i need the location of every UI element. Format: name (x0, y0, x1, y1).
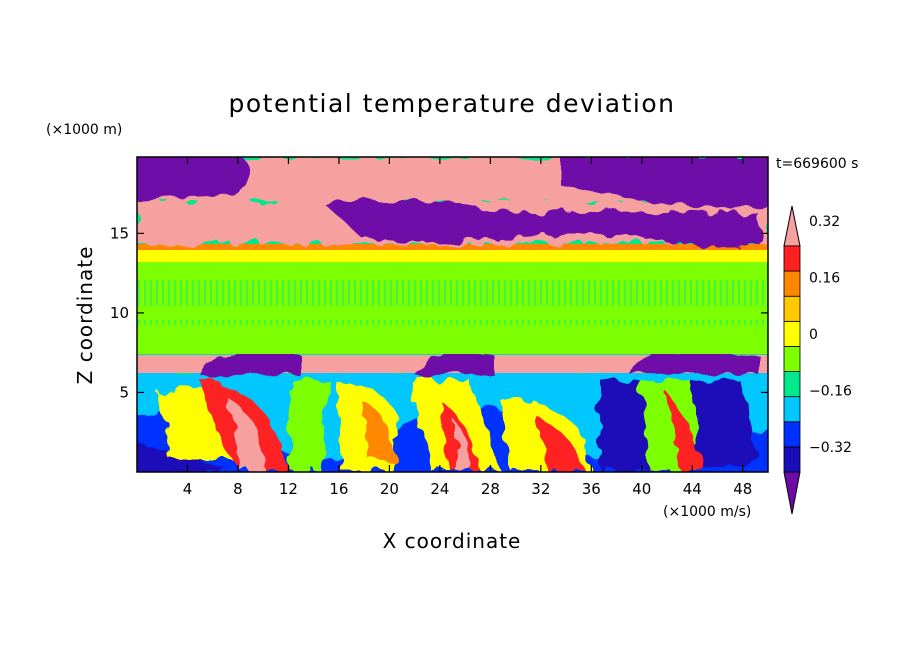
x-tick-label: 48 (733, 480, 752, 498)
x-axis-ticks: 4 8 12 16 20 24 28 32 36 40 44 48 (183, 157, 752, 498)
x-axis-label: X coordinate (383, 529, 522, 553)
colorbar-tick-label: −0.16 (809, 383, 852, 399)
chart-title: potential temperature deviation (229, 89, 676, 118)
colorbar-under-triangle (783, 471, 801, 515)
colorbar-bin (783, 346, 801, 372)
colorbar-tick-label: 0.32 (809, 214, 840, 230)
lower-purple-domes (200, 351, 760, 376)
colorbar: −0.32 −0.16 0 0.16 0.32 (783, 205, 852, 515)
colorbar-bin (783, 446, 801, 473)
x-tick-label: 24 (430, 480, 449, 498)
colorbar-bin (783, 320, 801, 347)
colorbar-over-triangle (783, 205, 801, 247)
y-tick-label: 15 (110, 224, 129, 242)
colorbar-tick-label: −0.32 (809, 440, 852, 456)
y-tick-label: 5 (119, 383, 129, 401)
colorbar-bin (783, 245, 801, 272)
x-tick-label: 4 (183, 480, 193, 498)
colorbar-bin (783, 421, 801, 448)
top-region (137, 157, 768, 207)
x-tick-label: 32 (531, 480, 550, 498)
colorbar-bin (783, 295, 801, 322)
colorbar-tick-label: 0.16 (809, 270, 840, 286)
colorbar-bin (783, 270, 801, 297)
x-tick-label: 36 (582, 480, 601, 498)
y-axis-ticks: 5 10 15 (110, 224, 768, 401)
x-tick-label: 12 (279, 480, 298, 498)
y-axis-label: Z coordinate (73, 246, 97, 385)
plot-frame (136, 156, 769, 473)
x-tick-label: 44 (683, 480, 702, 498)
colorbar-tick-label: 0 (809, 327, 818, 343)
bottom-turbulent-region (137, 370, 768, 472)
colorbar-bin (783, 371, 801, 398)
x-tick-label: 16 (329, 480, 348, 498)
colorbar-bin (783, 396, 801, 423)
time-label: t=669600 s (776, 156, 858, 172)
x-tick-label: 20 (380, 480, 399, 498)
y-tick-label: 10 (110, 304, 129, 322)
x-unit-label: (×1000 m/s) (663, 504, 751, 520)
y-unit-label: (×1000 m) (46, 122, 122, 138)
x-tick-label: 28 (481, 480, 500, 498)
x-tick-label: 8 (233, 480, 243, 498)
x-tick-label: 40 (632, 480, 651, 498)
upper-patchy-region (137, 196, 768, 247)
plot-field (137, 157, 768, 472)
